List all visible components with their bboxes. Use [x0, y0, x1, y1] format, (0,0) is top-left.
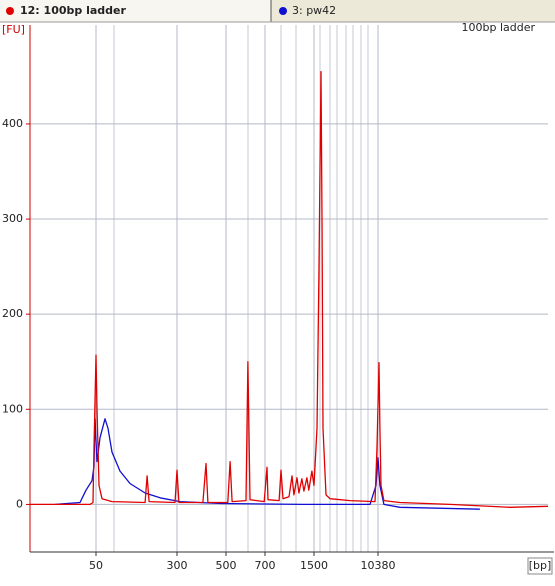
y-tick-label: 100: [2, 402, 23, 415]
annotation: 100bp ladder: [461, 21, 535, 34]
x-tick-label: 300: [167, 559, 188, 572]
x-tick-label: 500: [216, 559, 237, 572]
legend-dot: [6, 7, 14, 15]
y-tick-label: 300: [2, 212, 23, 225]
y-tick-label: 400: [2, 117, 23, 130]
legend-label[interactable]: 12: 100bp ladder: [20, 4, 126, 17]
y-tick-label: 200: [2, 307, 23, 320]
trace: [30, 70, 549, 508]
x-tick-label: 50: [89, 559, 103, 572]
x-tick-label: 1500: [300, 559, 328, 572]
legend-dot: [279, 7, 287, 15]
x-axis-label: [bp]: [529, 559, 552, 572]
y-tick-label: 0: [16, 497, 23, 510]
x-label-box: [527, 557, 553, 575]
x-tick-label: 10380: [361, 559, 396, 572]
x-tick-label: 700: [255, 559, 276, 572]
legend-label[interactable]: 3: pw42: [292, 4, 336, 17]
tab-active[interactable]: [0, 0, 271, 22]
y-axis-label: [FU]: [2, 23, 25, 36]
